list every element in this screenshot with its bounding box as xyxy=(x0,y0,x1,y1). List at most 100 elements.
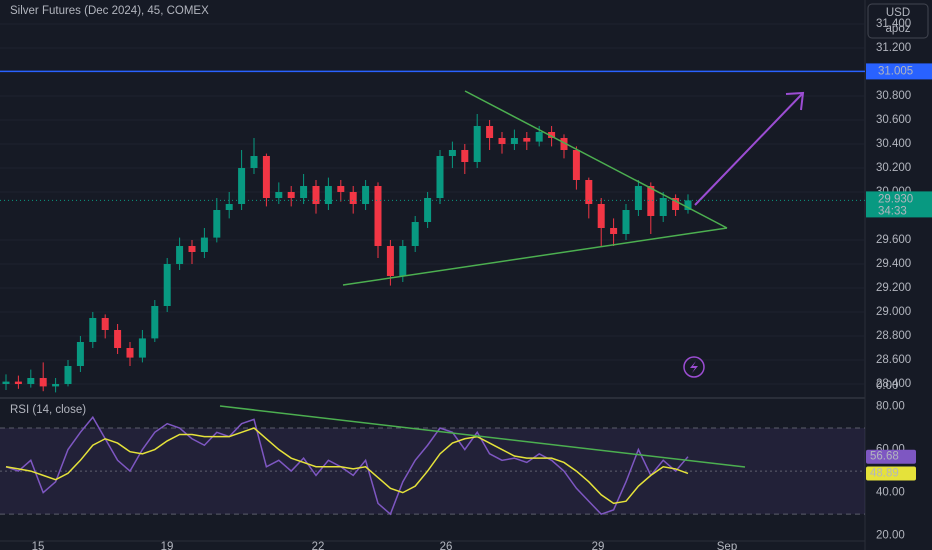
candle-body xyxy=(362,186,370,204)
y-tick-label: 29.000 xyxy=(876,306,911,318)
arrow-head xyxy=(785,91,805,111)
rsi-value-label: 56.68 xyxy=(870,451,899,463)
current-price-label: 29.930 xyxy=(878,193,913,205)
candle-body xyxy=(498,138,506,144)
candle-body xyxy=(585,180,593,204)
rsi-tick-label: 40.00 xyxy=(876,487,905,499)
alert-bolt xyxy=(690,361,698,373)
candle-body xyxy=(486,126,494,138)
candle-body xyxy=(176,246,184,264)
candle-body xyxy=(250,156,258,168)
y-tick-label: 30.600 xyxy=(876,114,911,126)
currency-box[interactable] xyxy=(867,3,929,39)
unit: apoz xyxy=(886,23,911,35)
candle-body xyxy=(188,246,196,252)
candle-body xyxy=(349,192,357,204)
price-line-label: 31.005 xyxy=(878,65,913,77)
rsi-value-box xyxy=(866,466,916,481)
candle-body xyxy=(461,150,469,162)
arrow xyxy=(694,92,804,206)
countdown-label: 34:33 xyxy=(878,205,907,217)
chart-title: Silver Futures (Dec 2024), 45, COMEX xyxy=(10,5,209,17)
candle-body xyxy=(647,186,655,216)
y-tick-label: 28.800 xyxy=(876,330,911,342)
y-tick-label: 30.800 xyxy=(876,90,911,102)
y-tick-label: 29.600 xyxy=(876,234,911,246)
trend-line xyxy=(464,90,728,229)
candle-body xyxy=(548,132,556,138)
candle-body xyxy=(262,156,270,198)
candle-body xyxy=(163,264,171,306)
rsi-tick-label: 20.00 xyxy=(876,530,905,542)
candle-body xyxy=(659,198,667,216)
candle-body xyxy=(337,186,345,192)
marks xyxy=(2,114,692,516)
candle-body xyxy=(76,342,84,366)
candle-body xyxy=(424,198,432,222)
grid xyxy=(0,23,865,515)
candle-body xyxy=(597,204,605,228)
candle-body xyxy=(610,228,618,234)
candle-body xyxy=(448,150,456,156)
candle-body xyxy=(572,150,580,180)
y-tick-label: 30.400 xyxy=(876,138,911,150)
candle-body xyxy=(114,330,122,348)
candle-body xyxy=(324,186,332,204)
candle-body xyxy=(225,204,233,210)
rsi-tick-label: 80.00 xyxy=(876,400,905,412)
candle-body xyxy=(151,306,159,339)
y-tick-label: 31.200 xyxy=(876,42,911,54)
candle-body xyxy=(14,381,22,384)
x-tick-label: 19 xyxy=(161,541,174,550)
x-tick-label: 22 xyxy=(312,541,325,550)
rsi-title: RSI (14, close) xyxy=(10,404,86,416)
candle-body xyxy=(39,378,47,387)
x-tick-label: 15 xyxy=(32,541,45,550)
rsi-value-box xyxy=(866,449,916,464)
candle-body xyxy=(213,210,221,238)
trend-line xyxy=(342,227,728,286)
candle-body xyxy=(52,384,60,387)
y-tick-label: 28.400 xyxy=(876,378,911,390)
candle-body xyxy=(672,198,680,210)
x-tick-label: 29 xyxy=(592,541,605,550)
candle-body xyxy=(523,138,531,142)
current-price-box xyxy=(866,191,932,218)
candle-body xyxy=(27,378,35,384)
y-tick-label: 29.400 xyxy=(876,258,911,270)
rsi-trend-line xyxy=(219,405,746,468)
candle-body xyxy=(138,338,146,358)
y-tick-label: 29.200 xyxy=(876,282,911,294)
candle-body xyxy=(2,381,10,384)
candle-body xyxy=(275,192,283,198)
candle-body xyxy=(386,246,394,276)
alert-icon[interactable] xyxy=(683,356,705,378)
candle-body xyxy=(535,132,543,142)
candle-body xyxy=(64,366,72,384)
candle-body xyxy=(411,222,419,246)
x-tick-label: Sep xyxy=(717,541,737,550)
price-line-box xyxy=(866,63,932,80)
candle-body xyxy=(101,318,109,330)
candle-body xyxy=(684,200,692,210)
rsi-line xyxy=(5,415,689,516)
currency: USD xyxy=(886,7,910,19)
candle-body xyxy=(287,192,295,198)
rsi-value-label: 48.89 xyxy=(870,467,899,479)
candle-body xyxy=(399,246,407,276)
y-tick-label: 30.200 xyxy=(876,162,911,174)
candle-body xyxy=(510,138,518,144)
y-tick-label: 31.400 xyxy=(876,18,911,30)
candle-body xyxy=(634,186,642,210)
y-tick-label: 28.600 xyxy=(876,354,911,366)
candle-body xyxy=(89,318,97,342)
candle-body xyxy=(374,186,382,246)
candle-body xyxy=(200,237,208,252)
candle-body xyxy=(436,156,444,198)
candle-body xyxy=(312,186,320,204)
candle-body xyxy=(473,126,481,162)
x-tick-label: 26 xyxy=(440,541,453,550)
candle-body xyxy=(126,348,134,358)
